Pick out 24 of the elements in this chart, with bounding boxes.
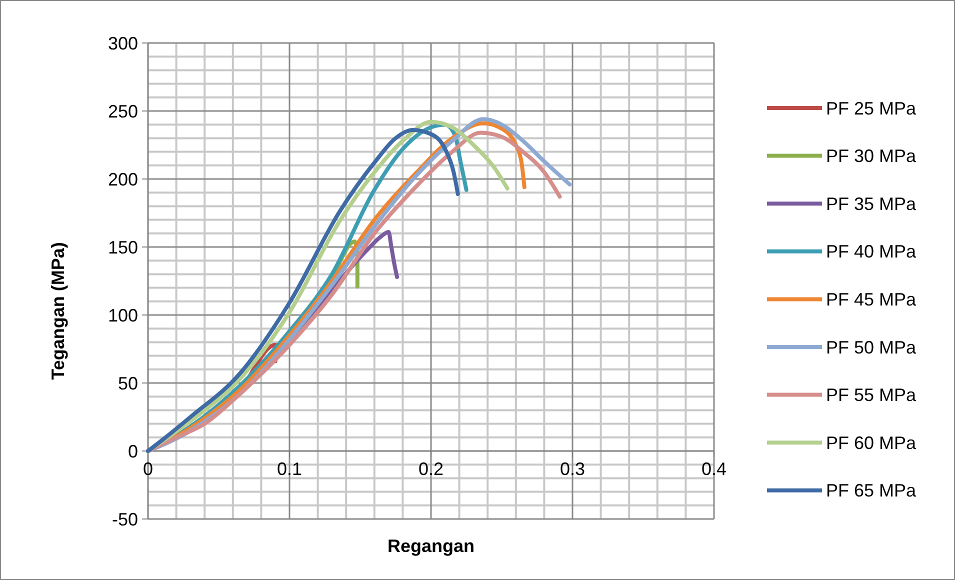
- y-tick-label: -50: [112, 509, 138, 530]
- legend-label: PF 60 MPa: [826, 432, 918, 453]
- y-tick-label: 150: [108, 237, 138, 258]
- legend-label: PF 30 MPa: [826, 146, 918, 166]
- x-tick-label: 0.2: [418, 459, 444, 479]
- x-tick-label: 0.3: [560, 459, 586, 479]
- legend-label: PF 45 MPa: [826, 290, 918, 310]
- y-tick-label: 100: [108, 305, 138, 326]
- y-tick-label: 200: [108, 169, 138, 190]
- y-tick-label: 0: [128, 441, 138, 462]
- y-tick-label: 250: [108, 101, 138, 122]
- y-axis-title: Tegangan (MPa): [48, 242, 68, 380]
- legend-label: PF 55 MPa: [826, 385, 918, 406]
- legend-label: PF 40 MPa: [826, 242, 918, 262]
- x-axis-title: Regangan: [387, 536, 475, 556]
- legend-label: PF 50 MPa: [826, 337, 918, 358]
- legend-label: PF 35 MPa: [826, 194, 918, 214]
- legend-label: PF 25 MPa: [826, 98, 918, 118]
- x-tick-label: 0: [142, 459, 154, 479]
- legend-label: PF 65 MPa: [826, 480, 918, 501]
- x-tick-label: 0.1: [276, 459, 302, 479]
- y-tick-label: 50: [118, 373, 138, 394]
- y-tick-label: 300: [108, 33, 138, 54]
- x-tick-label: 0.4: [701, 459, 727, 479]
